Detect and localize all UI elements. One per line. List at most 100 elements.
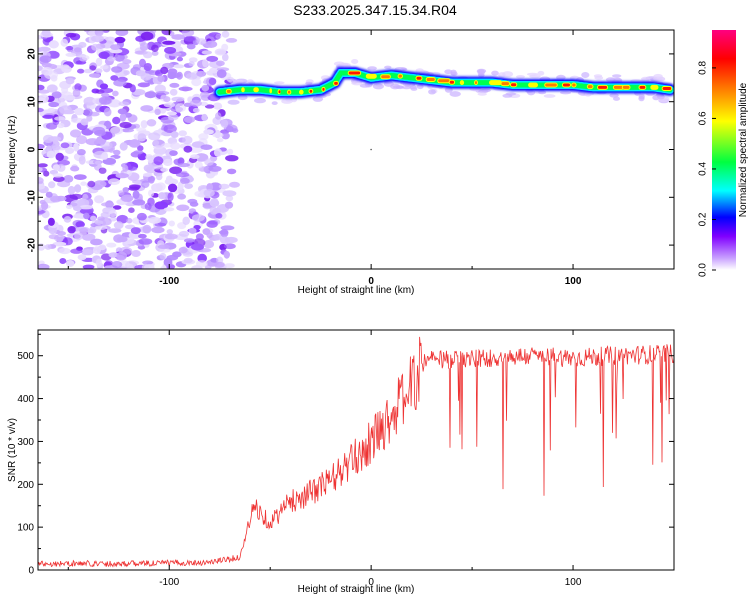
noise-blob <box>77 68 85 74</box>
noise-blob <box>224 201 234 209</box>
noise-blob <box>65 32 77 38</box>
noise-blob <box>57 180 71 188</box>
noise-blob <box>132 190 140 199</box>
hotspot-red <box>226 89 231 93</box>
noise-blob <box>123 70 130 76</box>
noise-blob <box>202 58 209 68</box>
halo-blob <box>367 66 377 71</box>
noise-blob <box>216 137 224 143</box>
noise-blob <box>48 40 59 49</box>
noise-blob <box>83 212 90 220</box>
noise-blob <box>47 136 62 142</box>
halo-blob <box>444 69 453 74</box>
noise-blob <box>106 242 117 248</box>
noise-blob <box>177 162 190 168</box>
noise-blob <box>74 83 82 91</box>
noise-blob <box>135 70 146 77</box>
noise-blob <box>80 118 89 126</box>
noise-blob <box>205 40 218 48</box>
noise-blob <box>72 89 81 98</box>
noise-blob <box>163 102 176 108</box>
noise-blob <box>157 75 165 83</box>
noise-blob <box>112 205 122 210</box>
noise-blob <box>140 31 154 41</box>
noise-blob <box>176 56 183 62</box>
noise-blob <box>78 155 86 165</box>
noise-blob <box>117 236 128 243</box>
noise-blob <box>38 84 45 91</box>
colorbar-tick-label: 0.6 <box>698 111 709 125</box>
hotspot-yellow <box>269 88 272 94</box>
noise-blob <box>133 150 144 155</box>
hotspot-yellow <box>528 82 538 88</box>
halo-blob <box>274 81 285 85</box>
noise-blob <box>73 47 82 53</box>
noise-blob <box>196 260 208 268</box>
noise-blob <box>65 204 73 210</box>
noise-blob <box>189 201 199 207</box>
noise-blob <box>82 264 95 269</box>
noise-blob <box>204 104 215 109</box>
noise-blob <box>206 220 218 228</box>
noise-blob <box>113 79 127 87</box>
noise-blob <box>201 113 208 122</box>
noise-blob <box>188 61 195 67</box>
noise-blob <box>213 102 223 110</box>
halo-blob <box>392 85 405 89</box>
noise-blob <box>146 119 157 127</box>
hotspot-yellow <box>299 89 304 95</box>
noise-blob <box>81 233 96 241</box>
noise-blob <box>46 122 58 130</box>
noise-blob <box>163 158 173 166</box>
noise-blob <box>94 30 104 37</box>
noise-blob <box>119 142 128 151</box>
noise-blob <box>38 166 43 173</box>
noise-blob <box>59 258 67 264</box>
noise-blob <box>74 232 84 240</box>
noise-blob <box>64 30 76 34</box>
noise-blob <box>175 107 182 113</box>
halo-blob <box>605 77 616 82</box>
noise-blob <box>221 30 230 38</box>
noise-blob <box>116 254 125 261</box>
noise-blob <box>144 91 157 99</box>
noise-blob <box>117 190 125 196</box>
noise-blob <box>203 189 215 197</box>
snr-frame <box>37 329 675 571</box>
noise-blob <box>38 263 50 269</box>
noise-blob <box>161 142 173 148</box>
noise-blob <box>58 247 71 255</box>
noise-blob <box>110 126 124 135</box>
noise-blob <box>55 152 64 161</box>
noise-blob <box>85 228 95 234</box>
halo-blob <box>638 93 645 100</box>
noise-blob <box>155 91 170 96</box>
hotspot-red <box>613 85 624 89</box>
noise-blob <box>112 90 119 97</box>
y-tick-label: -20 <box>27 237 38 252</box>
noise-blob <box>167 114 179 121</box>
noise-blob <box>88 73 101 78</box>
noise-blob <box>213 261 225 268</box>
noise-blob <box>70 165 80 172</box>
noise-blob <box>143 164 153 172</box>
noise-blob <box>201 84 210 92</box>
noise-blob <box>195 233 204 241</box>
noise-blob <box>94 129 106 137</box>
noise-blob <box>48 181 56 189</box>
halo-blob <box>581 72 590 78</box>
noise-blob <box>47 107 56 113</box>
halo-blob <box>233 79 244 85</box>
noise-blob <box>213 148 223 157</box>
noise-blob <box>224 263 235 269</box>
noise-blob <box>128 186 140 191</box>
noise-blob <box>169 150 178 157</box>
noise-blob <box>184 183 194 190</box>
colorbar-label: Normalized spectral amplitude <box>738 82 749 217</box>
noise-blob <box>126 217 133 224</box>
noise-blob <box>151 50 159 56</box>
spectrogram-ylabel: Frequency (Hz) <box>7 116 18 185</box>
noise-blob <box>73 174 87 181</box>
hotspot-yellow <box>650 84 659 90</box>
